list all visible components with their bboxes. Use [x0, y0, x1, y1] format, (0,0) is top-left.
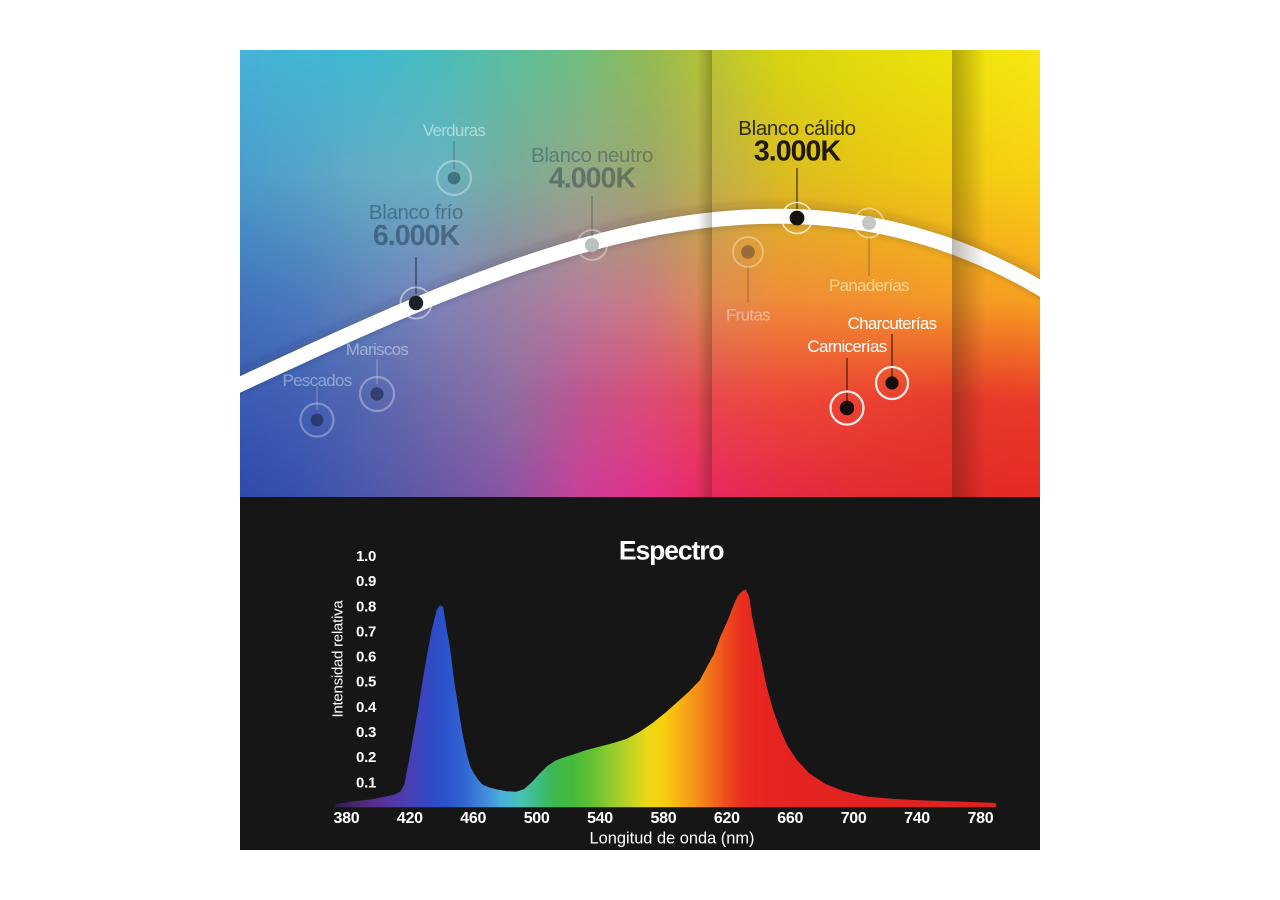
svg-text:740: 740 [904, 810, 930, 827]
svg-text:540: 540 [587, 810, 613, 827]
svg-text:Verduras: Verduras [423, 121, 486, 140]
svg-text:700: 700 [841, 810, 867, 827]
svg-text:660: 660 [777, 810, 803, 827]
svg-text:0.5: 0.5 [356, 674, 376, 691]
svg-text:420: 420 [397, 810, 423, 827]
svg-text:Blanco cálido: Blanco cálido [738, 117, 855, 140]
svg-text:380: 380 [334, 810, 360, 827]
svg-text:500: 500 [524, 810, 550, 827]
svg-text:4.000K: 4.000K [549, 163, 637, 195]
svg-text:0.3: 0.3 [356, 724, 376, 741]
svg-text:0.6: 0.6 [356, 649, 376, 666]
svg-text:0.9: 0.9 [356, 573, 376, 590]
svg-text:Blanco neutro: Blanco neutro [531, 144, 653, 167]
svg-text:3.000K: 3.000K [754, 136, 842, 168]
svg-text:580: 580 [651, 810, 677, 827]
svg-text:6.000K: 6.000K [373, 220, 461, 252]
svg-text:Longitud de onda (nm): Longitud de onda (nm) [590, 830, 755, 848]
svg-text:Intensidad relativa: Intensidad relativa [330, 600, 347, 718]
svg-text:620: 620 [714, 810, 740, 827]
svg-text:0.1: 0.1 [356, 774, 376, 791]
svg-text:Carnicerías: Carnicerías [807, 337, 886, 356]
svg-text:0.8: 0.8 [356, 598, 376, 615]
svg-text:0.7: 0.7 [356, 623, 376, 640]
svg-text:Espectro: Espectro [619, 535, 725, 565]
svg-text:1.0: 1.0 [356, 548, 376, 565]
svg-text:Panaderías: Panaderías [829, 276, 909, 295]
svg-text:Charcuterías: Charcuterías [848, 314, 937, 333]
svg-text:780: 780 [968, 810, 994, 827]
svg-text:460: 460 [460, 810, 486, 827]
svg-text:0.2: 0.2 [356, 749, 376, 766]
svg-text:Frutas: Frutas [726, 306, 770, 325]
svg-text:Pescados: Pescados [282, 371, 351, 390]
svg-text:Mariscos: Mariscos [346, 340, 409, 359]
svg-text:Blanco frío: Blanco frío [369, 201, 463, 224]
svg-text:0.4: 0.4 [356, 699, 377, 716]
